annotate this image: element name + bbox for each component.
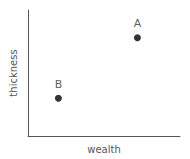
svg-text:thickness: thickness xyxy=(8,49,19,96)
svg-text:B: B xyxy=(55,78,63,91)
svg-text:wealth: wealth xyxy=(87,144,121,155)
svg-text:A: A xyxy=(134,17,142,30)
